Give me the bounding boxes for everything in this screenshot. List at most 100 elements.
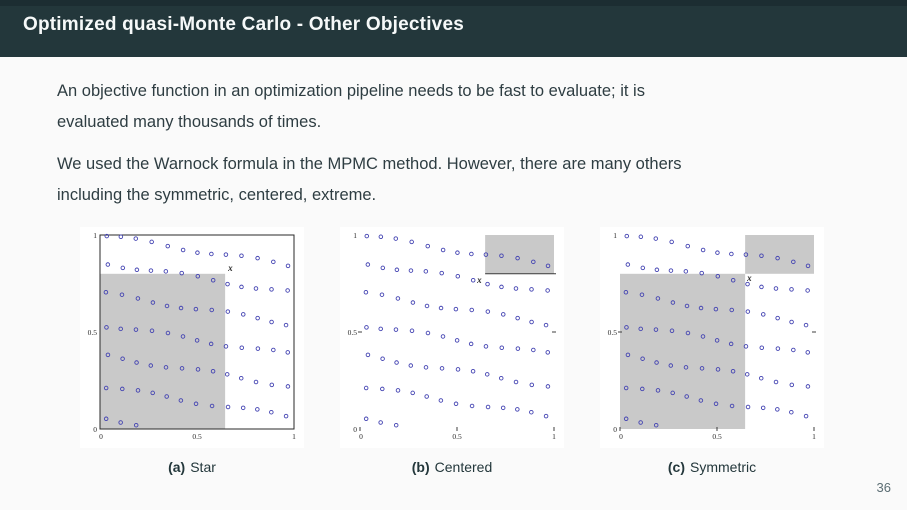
shaded-region-centered-0 [485, 235, 554, 274]
lattice-point [655, 388, 661, 393]
lattice-point [363, 289, 369, 295]
x-tick-label-1: 1 [552, 432, 556, 441]
lattice-point [789, 409, 794, 415]
x-tick-label-05: 0.5 [712, 432, 722, 441]
lattice-point [713, 306, 719, 312]
lattice-point [134, 267, 140, 273]
lattice-point [531, 259, 536, 265]
lattice-point [623, 416, 629, 422]
lattice-point [685, 330, 691, 336]
lattice-point [485, 404, 491, 410]
lattice-point [148, 268, 154, 273]
lattice-point [545, 288, 550, 293]
y-tick-label-05: 0.5 [348, 328, 358, 337]
lattice-point [283, 413, 289, 419]
paragraph-2-line-2: including the symmetric, centered, extre… [57, 186, 377, 204]
lattice-point [499, 284, 504, 290]
lattice-point [469, 251, 474, 257]
lattice-point [439, 270, 444, 276]
caption-symmetric: (c) Symmetric [600, 459, 824, 475]
lattice-point [668, 363, 674, 368]
lattice-point [409, 328, 415, 334]
lattice-point [118, 420, 123, 425]
lattice-point [640, 386, 645, 392]
lattice-point [803, 322, 809, 328]
lattice-point [455, 250, 460, 255]
y-tick-label-0: 0 [613, 425, 617, 434]
lattice-point [454, 338, 460, 343]
x-tick-label-1: 1 [812, 432, 816, 441]
lattice-point [668, 268, 674, 273]
x-tick-label-0: 0 [359, 432, 363, 441]
lattice-point [365, 352, 371, 358]
lattice-point [545, 263, 551, 269]
lattice-point [363, 385, 369, 391]
scatter-plot-centered: 1 0.5 0 0 0.5 1 x [340, 227, 564, 448]
lattice-point [394, 267, 400, 273]
lattice-point [714, 338, 720, 343]
lattice-point [543, 322, 549, 328]
figure-row: 1 0.5 0 0 0.5 1 x (a) Star 1 0.5 0 0 0.5 1 x (b) Cente… [0, 227, 907, 492]
lattice-point [623, 289, 629, 295]
lattice-point [670, 390, 675, 396]
x-marker-label: x [746, 273, 752, 283]
lattice-point [640, 356, 645, 361]
lattice-point [120, 386, 125, 392]
lattice-point [805, 263, 811, 269]
lattice-point [698, 305, 704, 311]
caption-centered-text: Centered [434, 459, 493, 475]
lattice-point [408, 363, 414, 368]
lattice-point [789, 319, 794, 325]
lattice-point [803, 413, 809, 419]
lattice-point [118, 234, 124, 240]
lattice-point [423, 365, 429, 370]
lattice-point [698, 398, 704, 403]
lattice-point [513, 286, 519, 291]
lattice-point [715, 273, 721, 279]
lattice-point [195, 273, 201, 279]
lattice-point [208, 341, 214, 347]
lattice-point [195, 367, 201, 372]
lattice-point [364, 233, 370, 239]
lattice-point [364, 325, 369, 330]
shaded-region-symmetric-0 [620, 273, 746, 429]
lattice-point [729, 403, 735, 409]
lattice-point [365, 262, 371, 267]
lattice-point [653, 327, 659, 332]
lattice-point [728, 341, 734, 347]
lattice-point [285, 263, 291, 269]
lattice-point [545, 350, 551, 355]
lattice-point [163, 269, 169, 274]
x-tick-label-05: 0.5 [192, 432, 202, 441]
lattice-point [225, 281, 230, 287]
lattice-point [425, 330, 431, 336]
lattice-point [483, 252, 489, 257]
lattice-point [543, 413, 549, 419]
lattice-point [239, 253, 244, 259]
lattice-point [378, 326, 383, 332]
lattice-point [670, 300, 676, 305]
caption-star-text: Star [190, 459, 216, 475]
lattice-point [730, 278, 736, 283]
lattice-point [623, 385, 629, 391]
lattice-point [379, 292, 385, 297]
lattice-point [699, 366, 705, 371]
lattice-point [791, 259, 796, 265]
lattice-point [393, 327, 399, 332]
lattice-point [789, 287, 794, 292]
lattice-point [775, 255, 780, 261]
lattice-point [624, 233, 630, 239]
shaded-region-star-0 [100, 273, 226, 429]
lattice-point [438, 305, 444, 311]
lattice-point [759, 253, 764, 259]
lattice-point [773, 286, 779, 291]
lattice-point [453, 306, 459, 312]
lattice-point [395, 296, 401, 301]
lattice-point [165, 330, 171, 336]
lattice-point [223, 344, 229, 349]
lattice-point [729, 307, 734, 313]
lattice-point [378, 420, 383, 425]
lattice-point [440, 334, 446, 339]
paragraph-2: We used the Warnock formula in the MPMC … [57, 149, 857, 211]
lattice-point [669, 328, 675, 334]
